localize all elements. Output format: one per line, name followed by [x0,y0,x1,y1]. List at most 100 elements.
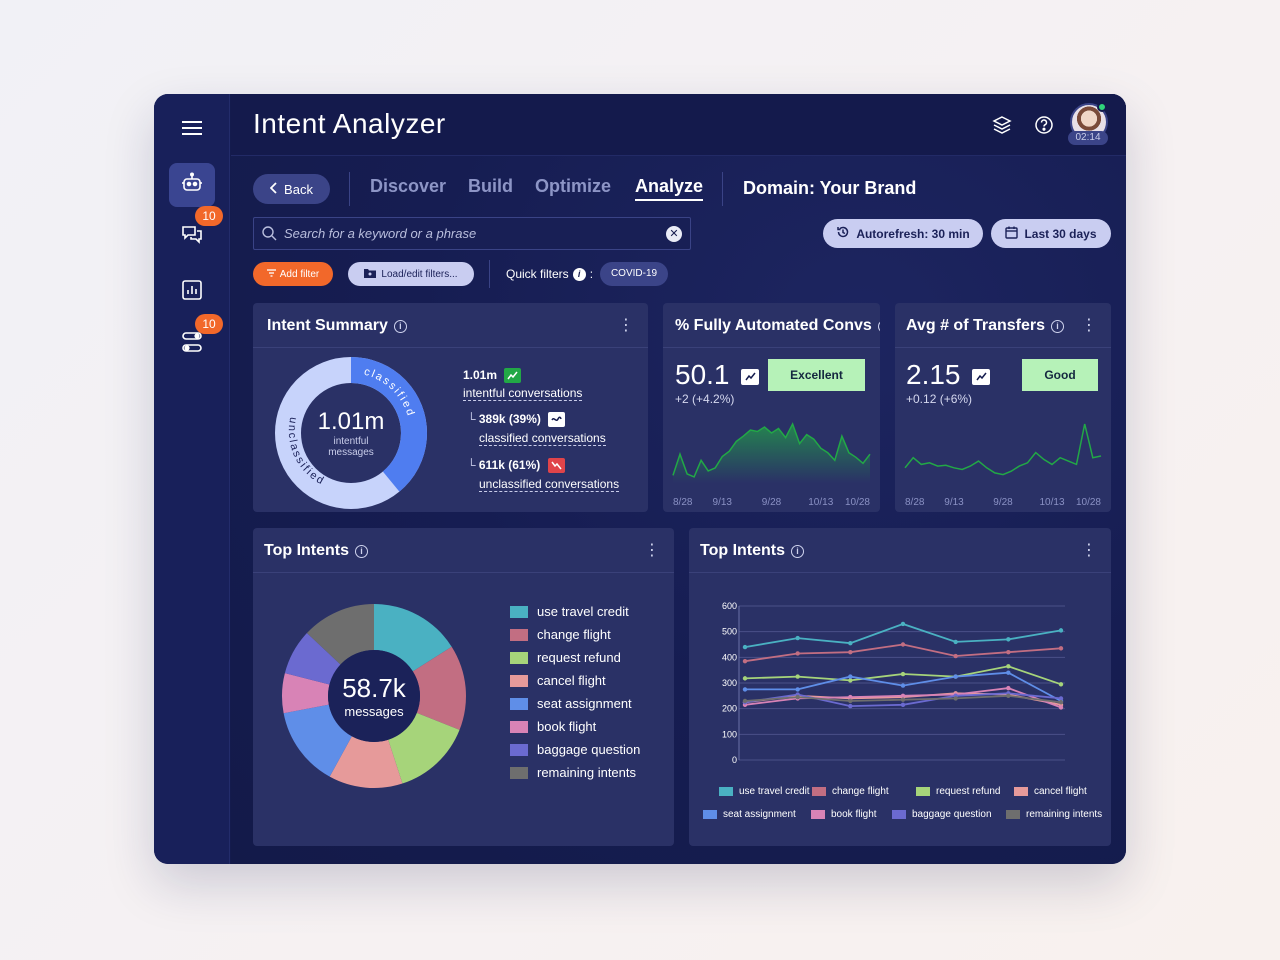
info-icon[interactable]: i [791,544,805,558]
series-point [1058,696,1064,701]
trend-up-icon [741,368,760,385]
x-tick-label: 10/28 [1076,497,1101,508]
total-value: 1.01m [463,368,498,382]
legend-label: change flight [832,786,889,797]
series-point [1006,670,1011,675]
series-point [848,703,853,709]
help-icon[interactable] [1033,114,1055,136]
branch-glyph: └ [467,412,476,426]
card-header: Top Intents i ⋮ [253,528,674,573]
series-point [1006,685,1011,691]
load-filters-button[interactable]: Load/edit filters... [348,262,474,286]
info-icon[interactable]: i [393,319,407,333]
series-point [742,658,748,664]
tab-optimize[interactable]: Optimize [535,176,612,196]
clear-search-icon[interactable]: ✕ [666,226,682,242]
legend-label: use travel credit [537,604,629,619]
legend-label: request refund [537,650,621,665]
x-tick-label: 9/28 [762,497,782,508]
legend-item[interactable]: request refund [510,650,621,665]
more-options-icon[interactable]: ⋮ [1081,542,1097,559]
sidebar-item-conversations[interactable]: 10 [169,206,223,258]
legend-item[interactable]: baggage question [892,809,992,820]
series-point [742,644,748,650]
card-title: Avg # of Transfers i [906,317,1065,335]
legend-item[interactable]: request refund [916,786,1001,797]
rating-badge: Excellent [768,359,865,391]
sidebar-item-bot[interactable] [169,163,215,207]
intent-summary-title: Intent Summary [267,317,388,334]
filter-icon [266,268,276,280]
tab-build[interactable]: Build [468,176,513,196]
info-icon[interactable]: i [355,544,369,558]
quick-filter-chip[interactable]: COVID-19 [600,262,668,286]
series-point [1006,664,1011,669]
divider [489,260,490,288]
back-button[interactable]: Back [253,174,330,204]
x-tick-label: 9/28 [993,497,1013,508]
more-options-icon[interactable]: ⋮ [618,317,634,334]
bar-chart-icon [181,279,203,306]
legend-item[interactable]: change flight [510,627,611,642]
series-point [848,674,853,679]
card-header: Avg # of Transfers i ⋮ [895,303,1111,348]
fully-automated-delta: +2 (+4.2%) [675,392,735,406]
series-point [795,694,800,700]
info-icon[interactable]: i [572,267,586,281]
legend-item[interactable]: remaining intents [1006,809,1102,820]
series-point [848,694,853,700]
sparkline-area [673,424,870,483]
add-filter-label: Add filter [279,268,320,280]
layers-icon[interactable] [991,114,1013,136]
more-options-icon[interactable]: ⋮ [644,542,660,559]
legend-item[interactable]: seat assignment [510,696,632,711]
info-icon[interactable]: i [877,319,880,333]
legend-item[interactable]: seat assignment [703,809,796,820]
legend-item[interactable]: change flight [812,786,889,797]
legend-item[interactable]: baggage question [510,742,640,757]
legend-item[interactable]: cancel flight [1014,786,1087,797]
tab-discover[interactable]: Discover [370,176,447,196]
x-tick-label: 9/13 [713,497,733,508]
history-icon [836,225,850,242]
tab-analyze[interactable]: Analyze [635,176,704,201]
series-point [848,641,853,646]
divider [349,172,350,206]
donut-center: 1.01m intentful messages [273,355,429,511]
legend-label: book flight [831,809,877,820]
legend-item[interactable]: cancel flight [510,673,606,688]
avg-transfers-title: Avg # of Transfers [906,317,1046,334]
pie-slice [329,736,403,788]
classified-stat: └ 389k (39%) [467,412,566,428]
legend-item[interactable]: remaining intents [510,765,636,780]
y-tick-label: 0 [732,755,737,765]
donut-center-label-1: intentful [333,436,369,447]
sidebar-item-reports[interactable] [169,270,215,314]
pie-slice [283,704,352,777]
card-title: Top Intents i [700,542,805,560]
date-range-button[interactable]: Last 30 days [991,219,1111,248]
autorefresh-button[interactable]: Autorefresh: 30 min [823,219,983,248]
sidebar-item-settings[interactable]: 10 [169,314,223,366]
hamburger-menu-icon[interactable] [182,120,202,136]
legend-item[interactable]: book flight [811,809,877,820]
search-input[interactable]: Search for a keyword or a phrase ✕ [253,217,691,250]
card-title: Intent Summary i [267,317,407,335]
add-filter-button[interactable]: Add filter [253,262,333,286]
legend-item[interactable]: use travel credit [510,604,629,619]
classified-value: 389k (39%) [478,412,541,426]
back-label: Back [284,181,313,197]
legend-item[interactable]: use travel credit [719,786,810,797]
legend-label: remaining intents [1026,809,1103,820]
legend-item[interactable]: book flight [510,719,596,734]
series-point [1058,682,1064,687]
card-title: Top Intents i [264,542,369,560]
sparkline-line [672,422,871,478]
date-range-label: Last 30 days [1024,226,1097,241]
x-tick-label: 10/13 [808,497,833,508]
more-options-icon[interactable]: ⋮ [1081,317,1097,334]
card-header: Intent Summary i ⋮ [253,303,648,348]
x-tick-label: 9/13 [944,497,964,508]
series-point [953,674,958,679]
info-icon[interactable]: i [1051,319,1065,333]
